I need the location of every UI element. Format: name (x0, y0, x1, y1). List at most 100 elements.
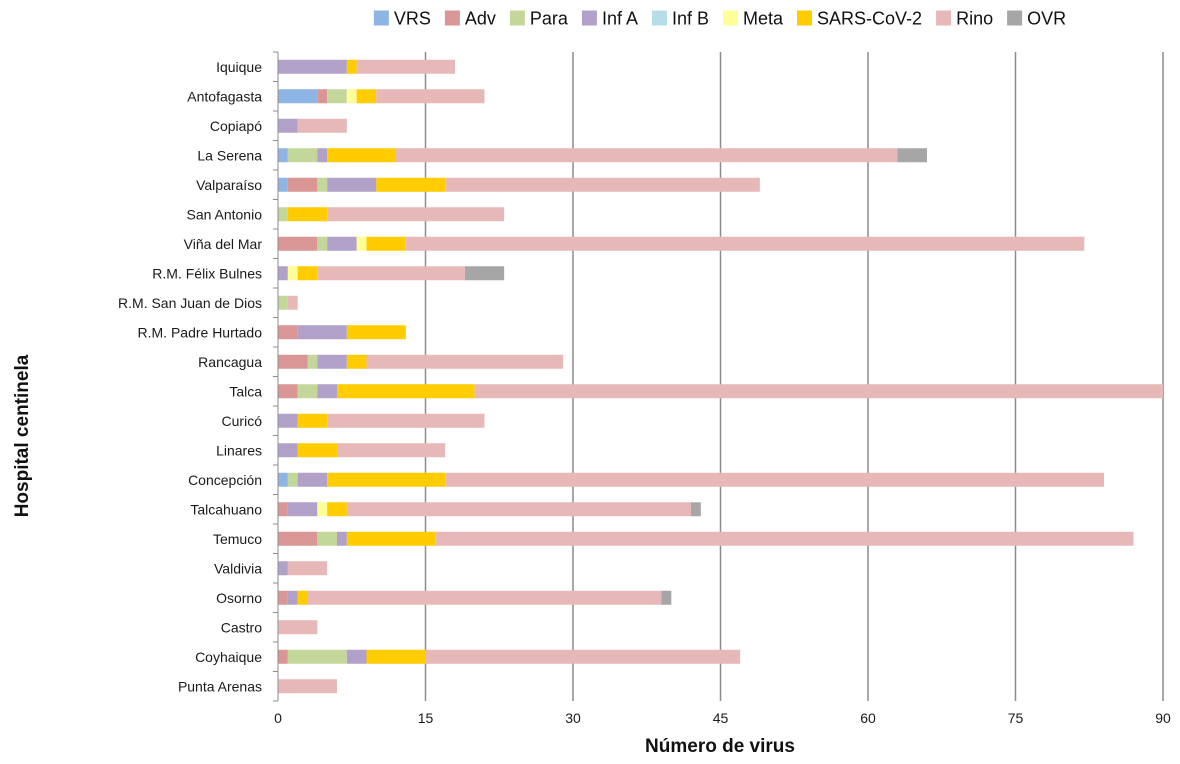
bar-curico-rino (327, 413, 485, 428)
bar-san-antonio-para (278, 207, 288, 222)
legend-item-inf-b: Inf B (651, 9, 709, 29)
legend-swatch-ovr (1007, 10, 1023, 26)
x-tick-0: 0 (274, 710, 282, 726)
bar-antofagasta-rino (376, 89, 485, 104)
bar-coyhaique-sars-cov-2 (366, 649, 426, 664)
bar-concepcion-rino (445, 472, 1105, 487)
bar-osorno-inf-a (287, 590, 298, 605)
legend-label-adv: Adv (465, 9, 496, 29)
x-tick-75: 75 (1008, 710, 1024, 726)
bars-group (278, 59, 1164, 694)
bar-la-serena-sars-cov-2 (327, 148, 396, 163)
category-label-concepcion: Concepción (188, 472, 262, 488)
bar-vina-del-mar-para (317, 236, 328, 251)
bar-r-m-san-juan-de-dios-para (278, 295, 288, 310)
bar-la-serena-vrs (278, 148, 288, 163)
x-tick-60: 60 (860, 710, 876, 726)
bar-rancagua-sars-cov-2 (346, 354, 367, 369)
bar-vina-del-mar-meta (356, 236, 367, 251)
legend-label-inf-a: Inf A (602, 9, 638, 29)
legend-label-inf-b: Inf B (672, 9, 709, 29)
bar-la-serena-inf-a (317, 148, 328, 163)
category-label-temuco: Temuco (213, 531, 262, 547)
bar-talca-para (297, 384, 318, 399)
category-label-copiapo: Copiapó (210, 118, 262, 134)
bar-coyhaique-inf-a (346, 649, 367, 664)
bar-curico-sars-cov-2 (297, 413, 328, 428)
bar-la-serena-ovr (897, 148, 927, 163)
legend-item-para: Para (509, 9, 569, 29)
legend-item-rino: Rino (936, 9, 993, 29)
bar-copiapo-rino (297, 118, 347, 133)
bar-concepcion-vrs (278, 472, 288, 487)
bar-vina-del-mar-adv (278, 236, 318, 251)
bar-talca-adv (278, 384, 298, 399)
bar-r-m-san-juan-de-dios-rino (287, 295, 298, 310)
bar-valdivia-inf-a (278, 561, 288, 576)
bar-linares-sars-cov-2 (297, 443, 337, 458)
legend-item-vrs: VRS (373, 9, 431, 29)
bar-concepcion-para (287, 472, 298, 487)
bar-valparaiso-para (317, 177, 328, 192)
bar-linares-rino (337, 443, 446, 458)
bar-talca-rino (474, 384, 1164, 399)
bar-vina-del-mar-rino (405, 236, 1085, 251)
bar-antofagasta-meta (346, 89, 357, 104)
bar-talcahuano-rino (346, 502, 691, 517)
legend-swatch-meta (723, 10, 739, 26)
bar-talcahuano-meta (317, 502, 328, 517)
legend-item-sars-cov-2: SARS-CoV-2 (797, 9, 922, 29)
category-label-linares: Linares (216, 442, 262, 458)
legend-label-para: Para (530, 9, 569, 29)
axes (273, 51, 279, 702)
category-label-valparaiso: Valparaíso (196, 177, 262, 193)
category-label-talcahuano: Talcahuano (190, 501, 262, 517)
bar-r-m-padre-hurtado-sars-cov-2 (346, 325, 406, 340)
category-label-antofagasta: Antofagasta (187, 88, 262, 104)
bar-valparaiso-adv (287, 177, 318, 192)
legend-item-ovr: OVR (1007, 9, 1066, 29)
x-tick-labels: 0 15 30 45 60 75 90 (274, 710, 1171, 726)
legend-label-meta: Meta (743, 9, 784, 29)
legend-swatch-rino (936, 10, 952, 26)
x-tick-30: 30 (565, 710, 581, 726)
bar-r-m-padre-hurtado-inf-a (297, 325, 347, 340)
legend-swatch-vrs (373, 10, 389, 26)
category-label-la-serena: La Serena (197, 147, 262, 163)
category-label-punta-arenas: Punta Arenas (178, 678, 262, 694)
bar-talcahuano-inf-a (287, 502, 318, 517)
category-label-talca: Talca (229, 383, 262, 399)
bar-linares-inf-a (278, 443, 298, 458)
bar-vina-del-mar-sars-cov-2 (366, 236, 406, 251)
bar-valdivia-rino (287, 561, 328, 576)
bar-coyhaique-rino (425, 649, 741, 664)
x-axis-title: Número de virus (645, 736, 795, 757)
bar-osorno-adv (278, 590, 288, 605)
legend-label-vrs: VRS (394, 9, 431, 29)
bar-valparaiso-rino (445, 177, 760, 192)
bar-talcahuano-adv (278, 502, 288, 517)
category-label-vina-del-mar: Viña del Mar (184, 236, 263, 252)
legend-item-meta: Meta (723, 9, 784, 29)
bar-temuco-para (317, 531, 337, 546)
y-axis-title: Hospital centinela (12, 354, 33, 517)
bar-iquique-sars-cov-2 (346, 59, 357, 74)
bar-talcahuano-sars-cov-2 (327, 502, 347, 517)
bar-concepcion-inf-a (297, 472, 328, 487)
legend-item-inf-a: Inf A (581, 9, 638, 29)
category-label-san-antonio: San Antonio (186, 206, 262, 222)
legend-swatch-inf-b (651, 10, 667, 26)
legend-swatch-adv (444, 10, 460, 26)
bar-osorno-rino (307, 590, 662, 605)
legend-label-rino: Rino (956, 9, 993, 29)
bar-san-antonio-rino (327, 207, 505, 222)
bar-san-antonio-sars-cov-2 (287, 207, 328, 222)
bar-valparaiso-sars-cov-2 (376, 177, 446, 192)
bar-antofagasta-sars-cov-2 (356, 89, 377, 104)
legend-item-adv: Adv (444, 9, 496, 29)
bar-r-m-padre-hurtado-adv (278, 325, 298, 340)
bar-temuco-inf-a (337, 531, 347, 546)
bar-valparaiso-inf-a (327, 177, 377, 192)
